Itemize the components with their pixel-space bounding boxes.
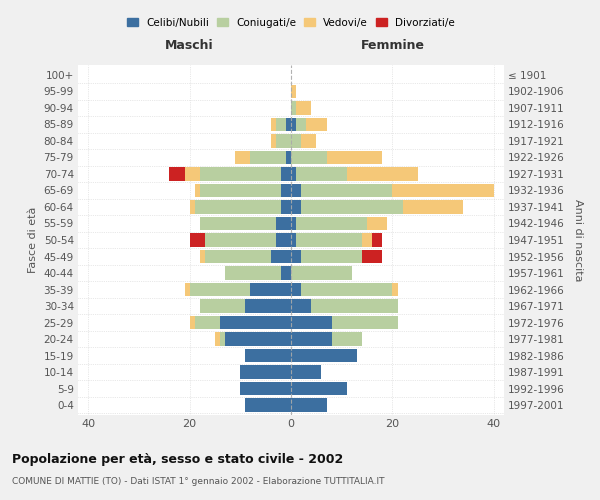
Bar [392, 184, 494, 197]
Bar [332, 316, 398, 330]
Bar [291, 382, 347, 396]
Bar [250, 283, 291, 296]
Bar [296, 167, 347, 180]
Bar [291, 101, 296, 114]
Bar [190, 233, 205, 247]
Bar [245, 398, 291, 412]
Bar [286, 118, 291, 131]
Bar [225, 332, 291, 346]
Bar [296, 118, 306, 131]
Bar [301, 200, 403, 214]
Bar [291, 266, 352, 280]
Bar [225, 266, 281, 280]
Bar [301, 283, 392, 296]
Bar [326, 150, 382, 164]
Bar [281, 184, 291, 197]
Bar [392, 283, 398, 296]
Bar [276, 118, 286, 131]
Bar [271, 134, 276, 147]
Bar [281, 200, 291, 214]
Bar [220, 332, 225, 346]
Bar [281, 266, 291, 280]
Bar [301, 184, 392, 197]
Bar [220, 316, 291, 330]
Bar [190, 283, 250, 296]
Bar [185, 167, 200, 180]
Bar [200, 250, 205, 264]
Bar [291, 316, 332, 330]
Bar [205, 250, 271, 264]
Bar [291, 167, 296, 180]
Bar [169, 167, 185, 180]
Bar [245, 300, 291, 313]
Bar [291, 200, 301, 214]
Bar [286, 150, 291, 164]
Bar [291, 300, 311, 313]
Bar [194, 316, 220, 330]
Bar [291, 84, 296, 98]
Bar [190, 200, 194, 214]
Text: Femmine: Femmine [361, 39, 424, 52]
Bar [362, 233, 372, 247]
Bar [403, 200, 463, 214]
Bar [235, 150, 250, 164]
Bar [296, 101, 311, 114]
Bar [205, 233, 276, 247]
Bar [240, 382, 291, 396]
Bar [291, 283, 301, 296]
Bar [185, 283, 190, 296]
Bar [271, 118, 276, 131]
Bar [200, 167, 281, 180]
Bar [190, 316, 194, 330]
Bar [306, 118, 326, 131]
Bar [291, 233, 296, 247]
Bar [347, 167, 418, 180]
Y-axis label: Fasce di età: Fasce di età [28, 207, 38, 273]
Bar [291, 349, 357, 362]
Text: COMUNE DI MATTIE (TO) - Dati ISTAT 1° gennaio 2002 - Elaborazione TUTTITALIA.IT: COMUNE DI MATTIE (TO) - Dati ISTAT 1° ge… [12, 478, 385, 486]
Bar [332, 332, 362, 346]
Bar [291, 250, 301, 264]
Bar [281, 167, 291, 180]
Bar [291, 150, 326, 164]
Bar [240, 366, 291, 379]
Bar [367, 216, 388, 230]
Bar [291, 398, 326, 412]
Bar [372, 233, 382, 247]
Bar [194, 184, 200, 197]
Text: Maschi: Maschi [165, 39, 214, 52]
Bar [200, 216, 276, 230]
Bar [291, 332, 332, 346]
Bar [200, 300, 245, 313]
Y-axis label: Anni di nascita: Anni di nascita [573, 198, 583, 281]
Bar [296, 233, 362, 247]
Bar [194, 200, 281, 214]
Bar [215, 332, 220, 346]
Bar [250, 150, 286, 164]
Bar [276, 216, 291, 230]
Bar [271, 250, 291, 264]
Bar [296, 216, 367, 230]
Bar [301, 134, 316, 147]
Legend: Celibi/Nubili, Coniugati/e, Vedovi/e, Divorziati/e: Celibi/Nubili, Coniugati/e, Vedovi/e, Di… [127, 18, 455, 28]
Bar [291, 216, 296, 230]
Bar [291, 184, 301, 197]
Bar [301, 250, 362, 264]
Bar [200, 184, 281, 197]
Bar [291, 118, 296, 131]
Bar [245, 349, 291, 362]
Bar [276, 233, 291, 247]
Bar [362, 250, 382, 264]
Bar [311, 300, 398, 313]
Bar [276, 134, 291, 147]
Bar [291, 366, 322, 379]
Bar [291, 134, 301, 147]
Text: Popolazione per età, sesso e stato civile - 2002: Popolazione per età, sesso e stato civil… [12, 452, 343, 466]
